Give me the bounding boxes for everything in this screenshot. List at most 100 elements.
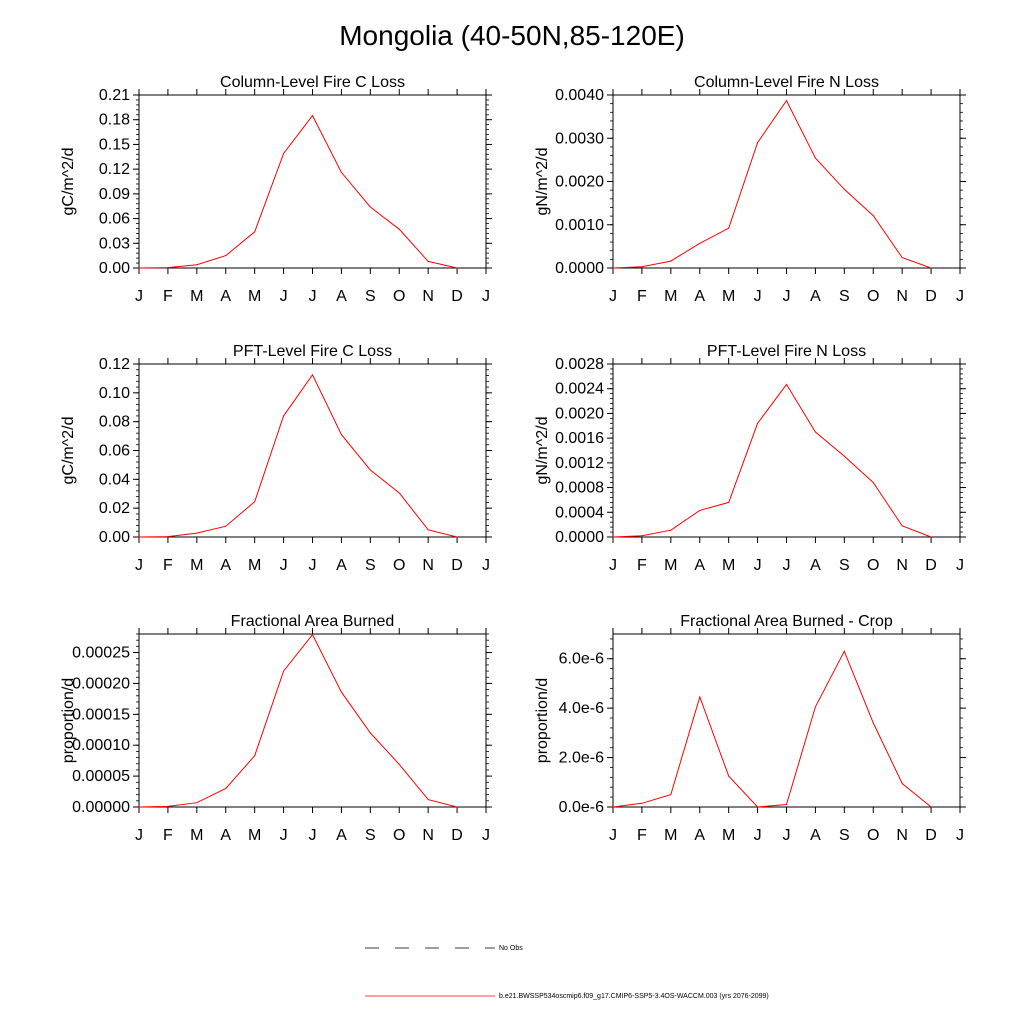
- y-tick-label: 0.00: [99, 529, 130, 546]
- data-point: [786, 100, 787, 102]
- x-tick-label: S: [365, 288, 376, 305]
- y-tick-label: 0.00015: [72, 706, 130, 723]
- data-point: [872, 722, 874, 724]
- chart-panel-5: Fractional Area Burned proportion/d 0.0000…: [60, 613, 492, 844]
- x-tick-label: M: [722, 288, 735, 305]
- y-tick-label: 0.04: [99, 471, 130, 488]
- y-tick-label: 0.03: [99, 235, 130, 252]
- x-tick-label: D: [925, 288, 937, 305]
- y-tick-label: 0.0000: [555, 529, 604, 546]
- x-tick-label: M: [722, 557, 735, 574]
- y-axis-label: gC/m^2/d: [60, 148, 77, 216]
- x-tick-label: J: [609, 827, 617, 844]
- data-point: [283, 152, 285, 154]
- x-tick-label: D: [925, 827, 937, 844]
- series-line-model: [138, 373, 458, 538]
- data-point: [843, 188, 845, 190]
- x-tick-label: J: [280, 827, 288, 844]
- y-tick-label: 0.06: [99, 211, 130, 228]
- data-point: [456, 806, 458, 808]
- x-tick-label: J: [309, 557, 317, 574]
- data-point: [699, 696, 701, 698]
- x-tick-label: M: [248, 827, 261, 844]
- data-point: [427, 799, 429, 801]
- data-point: [930, 267, 932, 269]
- x-tick-label: M: [664, 557, 677, 574]
- data-point: [641, 266, 643, 268]
- x-tick-label: S: [839, 557, 850, 574]
- legend-obs-dashed-line: [365, 947, 495, 949]
- plot-frame: [612, 363, 961, 538]
- data-point: [427, 529, 429, 531]
- y-tick-label: 0.0012: [555, 455, 604, 472]
- y-tick-label: 0.10: [99, 385, 130, 402]
- data-point: [167, 805, 169, 807]
- data-point: [786, 804, 787, 806]
- data-point: [757, 806, 759, 808]
- x-tick-label: M: [190, 557, 203, 574]
- x-tick-label: S: [839, 288, 850, 305]
- x-tick-label: N: [422, 288, 434, 305]
- data-point: [930, 806, 932, 808]
- data-point: [398, 228, 400, 230]
- y-tick-label: 0.0028: [555, 356, 604, 373]
- x-tick-label: J: [309, 827, 317, 844]
- legend-obs: No Obs: [365, 942, 523, 954]
- x-tick-label: N: [896, 827, 908, 844]
- x-tick-label: S: [839, 827, 850, 844]
- data-point: [283, 415, 285, 417]
- x-tick-label: O: [867, 827, 879, 844]
- x-tick-label: J: [783, 557, 791, 574]
- x-tick-label: M: [248, 288, 261, 305]
- y-tick-label: 0.12: [99, 161, 130, 178]
- x-tick-label: M: [248, 557, 261, 574]
- data-point: [340, 434, 342, 436]
- data-point: [612, 536, 614, 538]
- y-tick-label: 0.0030: [555, 130, 604, 147]
- data-point: [340, 691, 342, 693]
- data-point: [612, 806, 614, 808]
- data-point: [814, 157, 816, 159]
- data-point: [138, 536, 140, 538]
- x-tick-label: A: [220, 557, 231, 574]
- y-tick-label: 0.09: [99, 186, 130, 203]
- panel-title: PFT-Level Fire C Loss: [233, 343, 392, 360]
- y-axis-label: proportion/d: [534, 678, 551, 763]
- x-tick-label: N: [896, 557, 908, 574]
- series-line-model: [138, 633, 458, 808]
- x-tick-label: F: [637, 827, 647, 844]
- x-tick-label: J: [135, 288, 143, 305]
- x-tick-label: M: [722, 827, 735, 844]
- x-tick-label: A: [336, 557, 347, 574]
- x-tick-label: F: [637, 288, 647, 305]
- data-point: [901, 257, 903, 259]
- data-point: [786, 383, 787, 385]
- y-tick-label: 0.0016: [555, 430, 604, 447]
- y-tick-label: 2.0e-6: [559, 750, 604, 767]
- x-tick-label: J: [482, 827, 490, 844]
- data-point: [138, 806, 140, 808]
- data-point: [196, 264, 198, 266]
- data-point: [670, 529, 672, 531]
- x-tick-label: J: [309, 288, 317, 305]
- data-point: [728, 227, 730, 229]
- chart-panel-2: Column-Level Fire N Loss gN/m^2/d 0.0000 0.…: [534, 74, 966, 305]
- data-point: [670, 260, 672, 262]
- y-tick-label: 0.0e-6: [559, 799, 604, 816]
- data-point: [699, 242, 701, 244]
- x-tick-label: S: [365, 557, 376, 574]
- y-tick-label: 0.0020: [555, 174, 604, 191]
- data-point: [814, 431, 816, 433]
- x-tick-label: A: [694, 557, 705, 574]
- data-point: [312, 374, 313, 376]
- chart-panel-3: PFT-Level Fire C Loss gC/m^2/d 0.00 0.02 0.0…: [60, 343, 492, 574]
- x-tick-label: N: [896, 288, 908, 305]
- data-point: [757, 142, 759, 144]
- x-tick-label: F: [163, 827, 173, 844]
- x-tick-label: A: [220, 288, 231, 305]
- x-tick-label: J: [280, 288, 288, 305]
- x-tick-label: J: [956, 288, 964, 305]
- y-tick-label: 0.00025: [72, 645, 130, 662]
- y-tick-label: 0.21: [99, 87, 130, 104]
